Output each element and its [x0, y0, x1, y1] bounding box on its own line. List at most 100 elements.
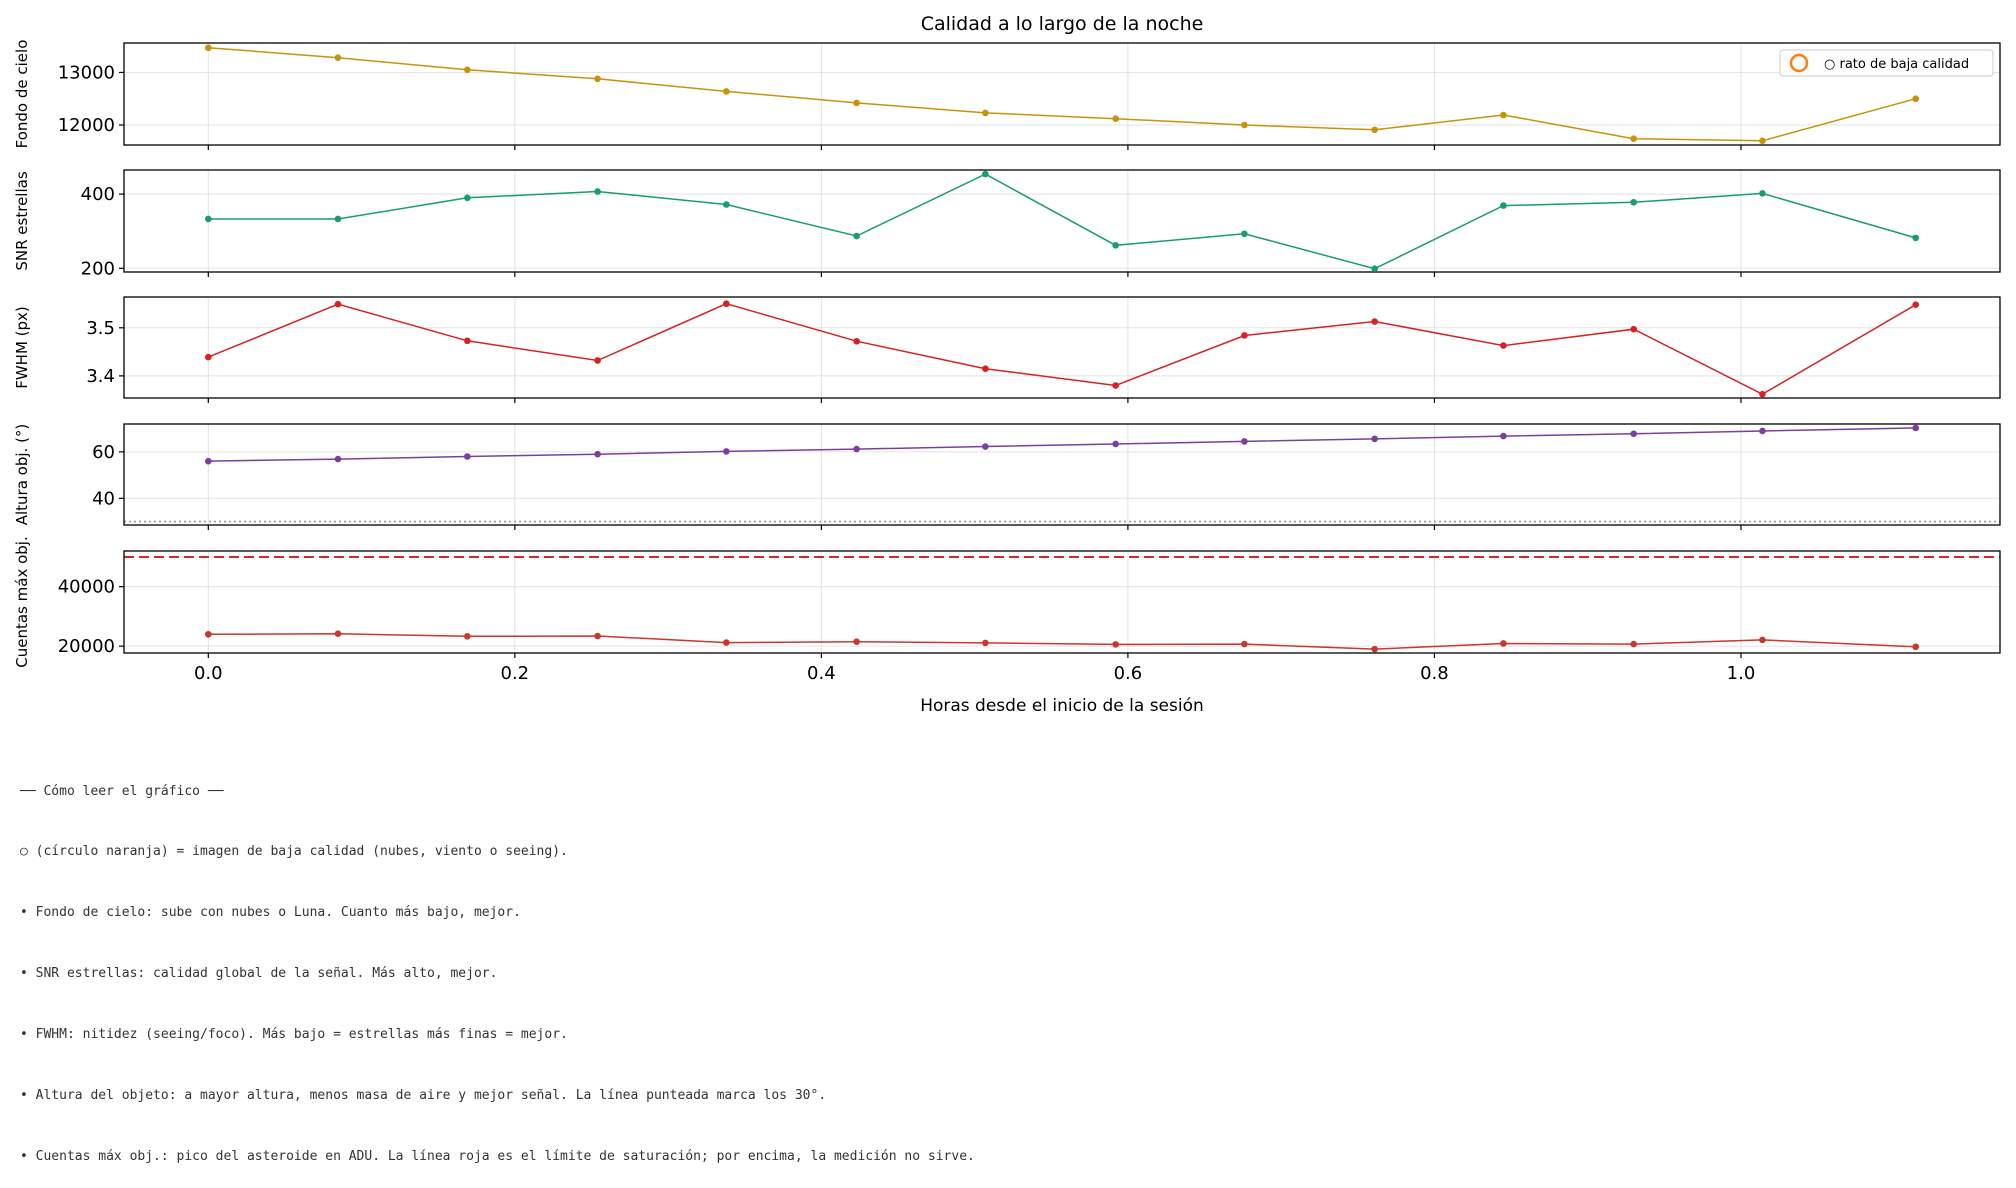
- data-point: [1912, 643, 1920, 651]
- y-axis-label: SNR estrellas: [13, 171, 31, 270]
- data-point: [723, 201, 730, 208]
- x-tick-label: 0.4: [807, 663, 836, 684]
- data-point: [1759, 190, 1766, 197]
- x-tick-label: 0.2: [501, 663, 530, 684]
- panel-5: 20000 40000 Cuentas máx obj.: [13, 536, 2001, 668]
- data-point: [1112, 115, 1119, 123]
- data-point: [982, 109, 989, 117]
- data-point: [1912, 95, 1920, 103]
- data-point: [1500, 640, 1507, 647]
- data-point: [1241, 640, 1248, 648]
- series-line: [208, 427, 1916, 462]
- data-point: [1241, 438, 1248, 445]
- y-axis-label: Cuentas máx obj.: [13, 536, 31, 667]
- data-point: [1112, 382, 1119, 389]
- data-point: [723, 448, 730, 455]
- data-point: [1500, 342, 1507, 349]
- note-line: • SNR estrellas: calidad global de la se…: [20, 966, 498, 982]
- data-point: [853, 337, 860, 345]
- series-line: [208, 46, 1916, 142]
- data-point: [594, 188, 601, 195]
- data-point: [1241, 121, 1248, 129]
- y-tick-label: 40: [92, 488, 115, 509]
- data-point: [1912, 424, 1920, 432]
- panels: 12000 13000 Fondo de cielo 200 400 SNR estrel…: [13, 40, 2001, 684]
- data-point: [1371, 265, 1378, 272]
- x-axis-label: Horas desde el inicio de la sesión: [920, 696, 1204, 716]
- legend-label: ○ rato de baja calidad: [1824, 57, 1969, 72]
- data-point: [1630, 135, 1637, 142]
- data-point: [1759, 390, 1766, 398]
- data-point: [204, 353, 212, 361]
- data-point: [1912, 234, 1920, 242]
- data-point: [594, 632, 601, 640]
- data-point: [1912, 301, 1920, 308]
- data-point: [853, 445, 860, 453]
- data-point: [1371, 435, 1378, 443]
- data-point: [1630, 198, 1637, 206]
- x-tick-label: 1.0: [1727, 663, 1756, 684]
- y-tick-label: 40000: [58, 577, 115, 598]
- data-point: [464, 633, 471, 640]
- data-point: [594, 357, 601, 364]
- panel-1: 12000 13000 Fondo de cielo: [13, 40, 2001, 150]
- data-point: [464, 337, 471, 345]
- data-point: [204, 630, 212, 638]
- x-tick-label: 0.0: [194, 663, 223, 684]
- data-point: [334, 455, 342, 463]
- data-point: [1500, 432, 1507, 440]
- series-line: [208, 302, 1917, 396]
- data-point: [853, 638, 860, 645]
- series-line: [208, 173, 1916, 270]
- note-line: ○ (círculo naranja) = imagen de baja cal…: [20, 844, 568, 860]
- note-line: • Fondo de cielo: sube con nubes o Luna.…: [20, 905, 521, 921]
- panel-frame: [123, 296, 2001, 399]
- y-tick-label: 20000: [58, 636, 115, 657]
- y-axis-label: Altura obj. (°): [13, 424, 31, 526]
- data-point: [1112, 241, 1119, 249]
- data-point: [982, 639, 989, 647]
- data-point: [723, 639, 730, 646]
- data-point: [1630, 325, 1637, 333]
- data-point: [334, 300, 342, 308]
- data-point: [204, 215, 212, 223]
- data-point: [334, 215, 342, 223]
- data-point: [464, 66, 471, 74]
- data-point: [982, 443, 989, 450]
- y-tick-label: 60: [92, 442, 115, 463]
- note-line: • FWHM: nitidez (seeing/foco). Más bajo …: [20, 1027, 568, 1043]
- y-tick-label: 12000: [58, 115, 115, 136]
- data-point: [1371, 645, 1378, 653]
- data-point: [1112, 641, 1119, 648]
- data-point: [982, 170, 989, 178]
- data-point: [464, 194, 471, 202]
- panel-frame: [123, 550, 2001, 654]
- note-line: • Cuentas máx obj.: pico del asteroide e…: [20, 1148, 975, 1164]
- y-axis-label: Fondo de cielo: [13, 40, 31, 149]
- data-point: [1630, 430, 1637, 438]
- y-tick-label: 3.5: [86, 318, 115, 339]
- data-point: [723, 300, 730, 308]
- data-point: [594, 75, 601, 83]
- data-point: [853, 99, 860, 107]
- y-tick-label: 3.4: [86, 366, 115, 387]
- y-tick-label: 400: [81, 184, 115, 205]
- data-point: [334, 54, 342, 62]
- chart-title: Calidad a lo largo de la noche: [921, 13, 1204, 35]
- quality-chart: Calidad a lo largo de la noche 12000 1300…: [13, 13, 2001, 716]
- data-point: [594, 450, 601, 458]
- legend: ○ rato de baja calidad: [1779, 49, 1994, 77]
- data-point: [853, 232, 860, 240]
- data-point: [1759, 427, 1766, 435]
- data-point: [1371, 126, 1378, 134]
- data-point: [1241, 332, 1248, 339]
- panel-frame: [123, 423, 2001, 526]
- panel-4: 40 60 Altura obj. (°): [13, 423, 2001, 530]
- series-line: [208, 632, 1916, 650]
- data-point: [982, 365, 989, 372]
- x-tick-label: 0.8: [1420, 663, 1449, 684]
- panel-frame: [123, 169, 2001, 273]
- data-point: [334, 630, 342, 637]
- data-point: [1371, 318, 1378, 325]
- data-point: [1630, 640, 1637, 648]
